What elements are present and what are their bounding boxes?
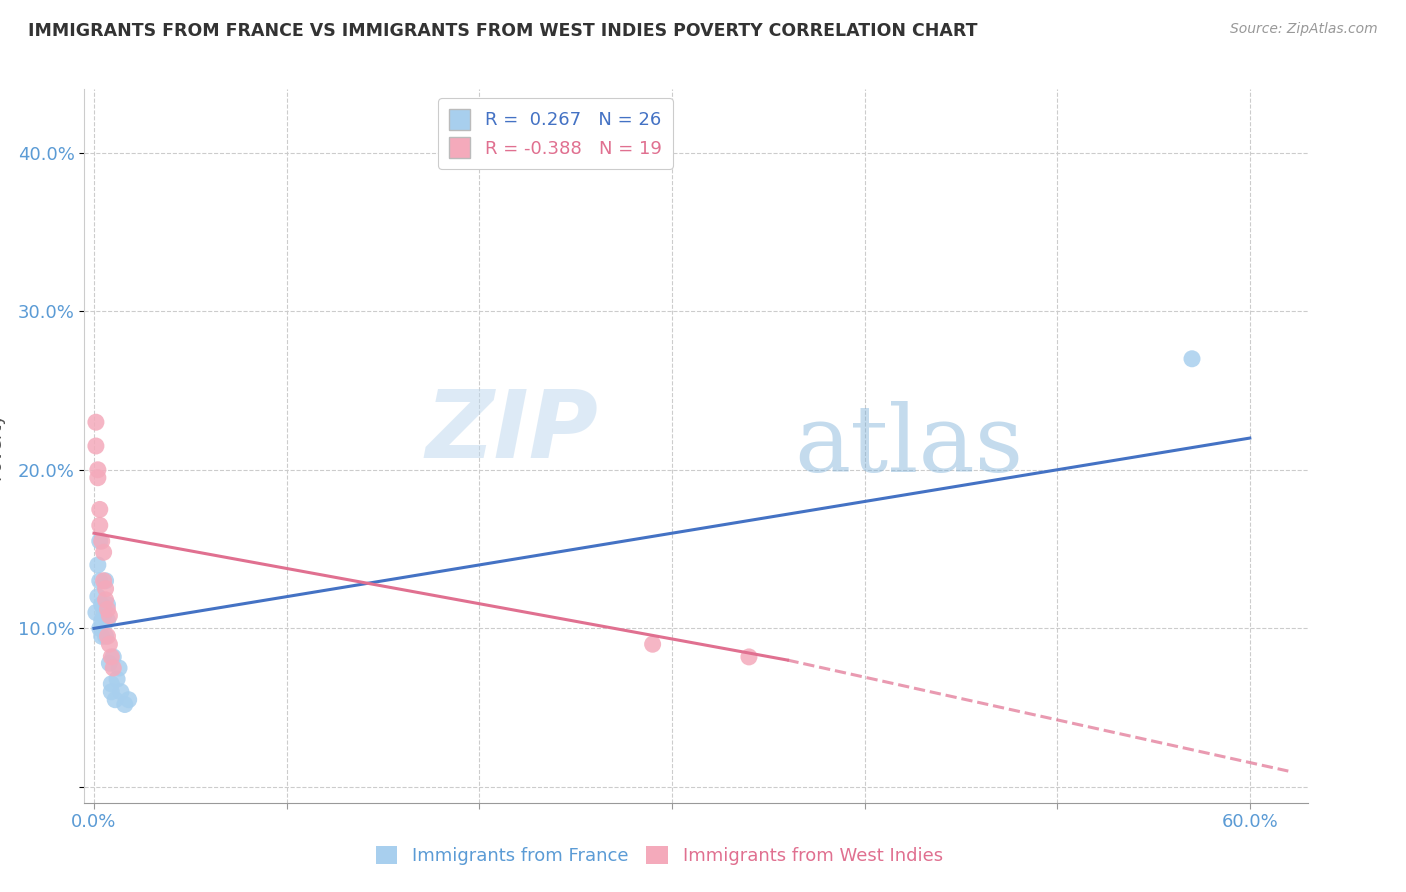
Point <box>98 637 121 651</box>
Point <box>110 685 132 699</box>
Point <box>103 649 125 664</box>
Point <box>100 685 122 699</box>
Point <box>100 649 122 664</box>
Point <box>98 608 121 623</box>
Point <box>94 582 117 596</box>
Text: ZIP: ZIP <box>425 385 598 478</box>
Text: atlas: atlas <box>794 401 1024 491</box>
Point <box>93 602 115 616</box>
Point <box>96 602 118 616</box>
Point <box>105 672 128 686</box>
Point <box>87 558 110 572</box>
Point <box>87 590 110 604</box>
Point <box>96 614 118 628</box>
Point <box>93 545 115 559</box>
Point <box>84 439 107 453</box>
Point <box>90 598 112 612</box>
Point <box>1181 351 1204 366</box>
Point <box>738 649 761 664</box>
Legend: Immigrants from France, Immigrants from West Indies: Immigrants from France, Immigrants from … <box>368 838 950 872</box>
Point <box>104 692 127 706</box>
Point <box>87 471 110 485</box>
Point <box>103 661 125 675</box>
Point <box>87 463 110 477</box>
Point <box>94 629 117 643</box>
Point <box>84 606 107 620</box>
Text: IMMIGRANTS FROM FRANCE VS IMMIGRANTS FROM WEST INDIES POVERTY CORRELATION CHART: IMMIGRANTS FROM FRANCE VS IMMIGRANTS FRO… <box>28 22 977 40</box>
Point <box>108 661 131 675</box>
Y-axis label: Poverty: Poverty <box>0 412 4 480</box>
Point <box>118 692 141 706</box>
Point <box>98 657 121 671</box>
Point <box>90 534 112 549</box>
Point <box>93 608 115 623</box>
Point <box>96 629 118 643</box>
Point <box>89 621 111 635</box>
Point <box>84 415 107 429</box>
Point <box>114 698 136 712</box>
Point <box>96 598 118 612</box>
Point <box>641 637 664 651</box>
Point <box>89 518 111 533</box>
Point <box>89 574 111 588</box>
Point <box>90 629 112 643</box>
Point <box>93 574 115 588</box>
Point <box>89 534 111 549</box>
Point <box>89 502 111 516</box>
Point <box>90 614 112 628</box>
Point <box>94 574 117 588</box>
Point <box>100 677 122 691</box>
Text: Source: ZipAtlas.com: Source: ZipAtlas.com <box>1230 22 1378 37</box>
Point <box>94 592 117 607</box>
